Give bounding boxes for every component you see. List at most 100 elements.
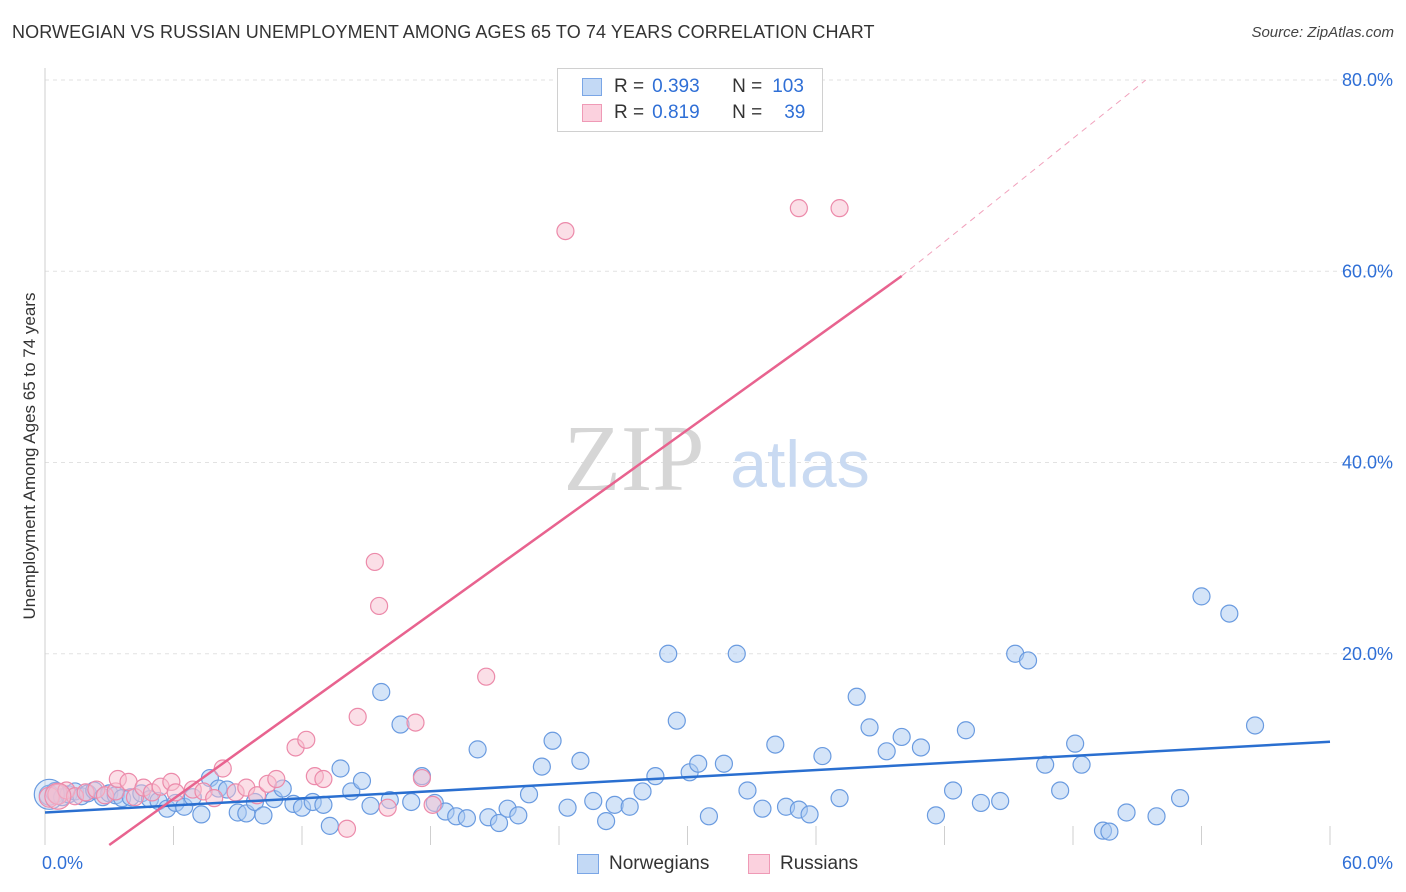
- r-value: 0.819: [652, 102, 700, 123]
- norwegians-point: [926, 806, 946, 825]
- norwegians-point: [509, 806, 528, 825]
- norwegians-point: [457, 809, 477, 828]
- norwegians-point: [402, 792, 421, 812]
- norwegians-point: [558, 798, 577, 817]
- watermark-atlas: atlas: [730, 427, 869, 501]
- norwegians-point: [372, 682, 391, 702]
- norwegians-point: [1170, 789, 1190, 808]
- correlation-legend: R = 0.393 N = 103 R = 0.819 N = 39: [557, 68, 823, 132]
- norwegians-point: [620, 797, 639, 816]
- norwegians-point: [766, 735, 785, 754]
- norwegians-point: [991, 791, 1010, 811]
- legend-item-russians[interactable]: Russians: [748, 851, 858, 877]
- russians-point: [348, 707, 367, 726]
- norwegians-point: [571, 751, 590, 770]
- russians-point: [44, 782, 72, 810]
- norwegians-point: [1072, 755, 1091, 774]
- norwegians-point: [892, 727, 911, 747]
- x-tick-label: 0.0%: [42, 853, 83, 873]
- r-label: R =: [614, 76, 645, 97]
- norwegians-point: [714, 754, 734, 773]
- norwegians-point: [1051, 781, 1070, 800]
- norwegians-point: [584, 791, 603, 811]
- russians-point: [365, 552, 384, 572]
- norwegians-point: [738, 781, 757, 800]
- norwegians-point: [1066, 734, 1085, 753]
- russians-trend-extension: [901, 79, 1147, 277]
- norwegians-point: [1245, 716, 1265, 735]
- russians-point: [297, 730, 316, 749]
- norwegians-point: [956, 721, 976, 740]
- legend-label-russians: Russians: [780, 853, 859, 874]
- norwegians-point: [813, 746, 832, 766]
- chart-title: NORWEGIAN VS RUSSIAN UNEMPLOYMENT AMONG …: [12, 22, 875, 42]
- norwegians-point: [727, 644, 746, 663]
- norwegians-point: [971, 793, 991, 813]
- norwegians-point: [753, 799, 772, 818]
- norwegians-point: [314, 795, 333, 814]
- norwegians-point: [860, 718, 879, 737]
- norwegians-point: [519, 785, 539, 804]
- y-tick-label: 40.0%: [1342, 453, 1393, 473]
- norwegians-trend-line: [44, 740, 1331, 814]
- r-label: R =: [614, 102, 645, 123]
- russians-point: [406, 713, 425, 732]
- norwegians-point: [830, 789, 849, 808]
- russians-point: [477, 667, 496, 686]
- norwegians-point: [646, 767, 665, 786]
- legend-row-russians: R = 0.819 N = 39: [582, 101, 805, 125]
- norwegians-swatch: [577, 854, 599, 874]
- russians-swatch: [748, 854, 770, 874]
- norwegians-point: [1220, 604, 1239, 623]
- russians-point: [412, 768, 432, 788]
- r-value: 0.393: [652, 76, 700, 97]
- y-tick-label: 60.0%: [1342, 261, 1393, 281]
- russians-points: [38, 199, 849, 838]
- russians-point: [314, 769, 333, 789]
- legend-label-norwegians: Norwegians: [609, 853, 710, 874]
- n-value: 103: [772, 76, 804, 97]
- norwegians-point: [1018, 651, 1038, 670]
- norwegians-point: [1147, 807, 1166, 826]
- tick-labels: 20.0% 40.0% 60.0% 80.0% 0.0% 60.0%: [42, 70, 1393, 873]
- norwegians-point: [800, 805, 819, 824]
- norwegians-point: [689, 754, 708, 773]
- russians-point: [423, 795, 442, 814]
- norwegians-point: [468, 740, 487, 759]
- axes: [44, 68, 1331, 845]
- russians-point: [378, 798, 397, 817]
- russians-point: [267, 769, 286, 789]
- n-value: 39: [784, 102, 806, 123]
- norwegians-point: [659, 644, 678, 663]
- norwegians-point: [877, 742, 896, 761]
- norwegians-point: [699, 807, 719, 826]
- y-tick-label: 20.0%: [1342, 644, 1393, 664]
- norwegians-point: [597, 811, 616, 831]
- y-tick-label: 80.0%: [1342, 70, 1393, 90]
- norwegians-point: [911, 738, 931, 757]
- norwegians-point: [543, 731, 562, 750]
- norwegians-point: [361, 796, 380, 815]
- n-label: N =: [732, 102, 763, 123]
- russians-trend-line: [108, 275, 903, 847]
- russians-point: [370, 596, 389, 616]
- source-label: Source: ZipAtlas.com: [1251, 24, 1394, 41]
- norwegians-point: [605, 795, 624, 814]
- legend-item-norwegians[interactable]: Norwegians: [577, 851, 709, 877]
- norwegians-point: [254, 806, 273, 825]
- russians-point: [337, 819, 357, 838]
- gridlines: [45, 79, 1392, 655]
- norwegians-point: [532, 757, 551, 776]
- x-tick-label: 60.0%: [1342, 853, 1393, 873]
- norwegians-point: [489, 813, 509, 833]
- norwegians-point: [1192, 587, 1211, 606]
- norwegians-point: [331, 759, 350, 778]
- norwegians-point: [391, 715, 410, 734]
- norwegians-point: [667, 711, 686, 730]
- russians-point: [556, 221, 575, 241]
- legend-row-norwegians: R = 0.393 N = 103: [582, 75, 804, 99]
- norwegians-point: [1117, 803, 1136, 822]
- n-label: N =: [732, 76, 763, 97]
- norwegians-point: [1100, 822, 1119, 841]
